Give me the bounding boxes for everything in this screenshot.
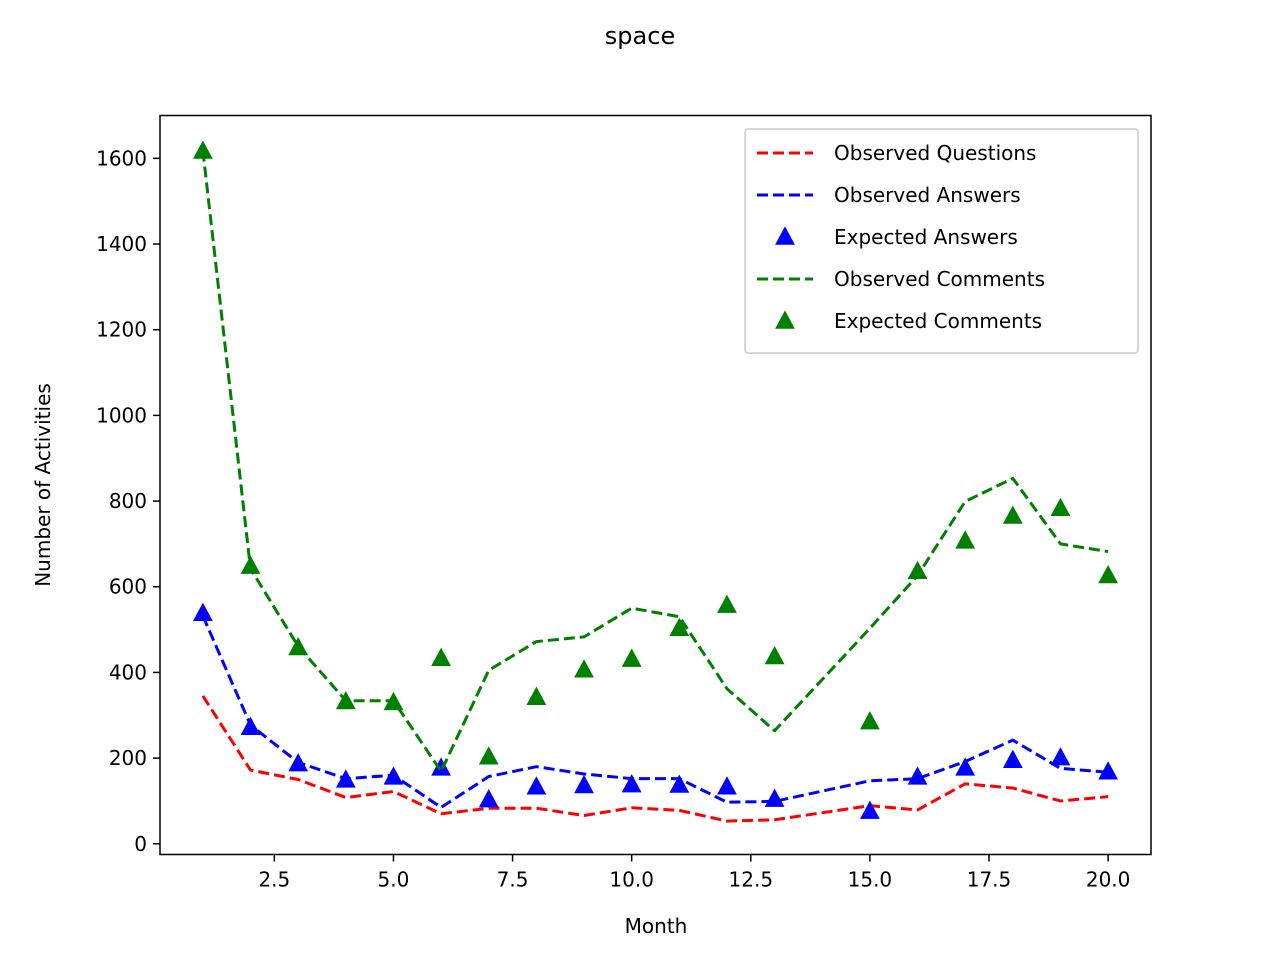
marker-expected-answers-16 — [907, 766, 928, 785]
y-tick-label: 200 — [109, 746, 147, 770]
marker-expected-answers-2 — [240, 716, 261, 735]
legend-item-expected-comments: Expected Comments — [775, 309, 1042, 333]
y-tick-label: 1000 — [96, 403, 147, 427]
x-tick-label: 7.5 — [497, 868, 529, 892]
marker-expected-comments-13 — [764, 645, 785, 665]
marker-expected-answers-7 — [478, 789, 499, 808]
marker-expected-comments-16 — [907, 560, 928, 580]
plot-series-group — [192, 140, 1119, 823]
series-expected-answers — [192, 602, 1119, 819]
marker-expected-answers-3 — [288, 753, 309, 772]
legend-swatch-marker — [775, 226, 795, 245]
legend-swatch-marker — [775, 310, 795, 329]
marker-expected-answers-12 — [717, 776, 737, 795]
marker-expected-answers-18 — [1002, 749, 1023, 768]
legend-label: Observed Questions — [834, 141, 1036, 165]
x-tick-label: 2.5 — [258, 868, 290, 892]
marker-expected-answers-8 — [526, 776, 547, 795]
marker-expected-answers-17 — [955, 757, 976, 776]
x-tick-label: 20.0 — [1086, 868, 1131, 892]
marker-expected-comments-7 — [478, 746, 499, 765]
marker-expected-answers-5 — [383, 766, 404, 785]
legend-label: Expected Answers — [834, 225, 1018, 249]
y-tick-label: 1200 — [96, 318, 147, 342]
y-tick-label: 1400 — [96, 232, 147, 256]
marker-expected-answers-20 — [1098, 761, 1119, 780]
marker-expected-comments-11 — [669, 617, 690, 636]
legend-label: Observed Comments — [834, 267, 1045, 291]
marker-expected-answers-4 — [335, 769, 356, 788]
axis-ticks: 2.5 5.0 7.5 10.0 12.5 15.0 17.5 20.0 0 200 400 600 8… — [96, 146, 1130, 891]
marker-expected-comments-17 — [955, 530, 976, 549]
x-tick-label: 17.5 — [967, 868, 1012, 892]
legend-item-observed-answers: Observed Answers — [757, 183, 1021, 207]
marker-expected-comments-20 — [1098, 565, 1119, 584]
marker-expected-comments-3 — [288, 636, 309, 656]
marker-expected-comments-9 — [574, 659, 594, 678]
legend-label: Observed Answers — [834, 183, 1021, 207]
y-axis-title: Number of Activities — [31, 383, 55, 587]
y-tick-label: 800 — [109, 489, 147, 513]
legend-item-observed-comments: Observed Comments — [757, 267, 1045, 291]
plot-area-frame — [159, 114, 1152, 856]
marker-expected-comments-19 — [1050, 497, 1071, 517]
legend: Observed Questions Observed Answers Expect… — [744, 128, 1139, 354]
legend-item-observed-questions: Observed Questions — [757, 141, 1036, 165]
x-tick-label: 12.5 — [729, 868, 774, 892]
marker-expected-comments-4 — [335, 690, 356, 710]
marker-expected-comments-15 — [859, 711, 880, 730]
series-line-observed-answers — [201, 615, 1109, 809]
marker-expected-comments-1 — [192, 140, 213, 159]
marker-expected-comments-10 — [621, 648, 642, 667]
y-tick-label: 600 — [109, 575, 147, 599]
y-tick-label: 1600 — [96, 146, 147, 170]
marker-expected-answers-6 — [431, 757, 452, 776]
marker-expected-answers-1 — [192, 602, 213, 622]
marker-expected-answers-10 — [621, 774, 642, 793]
series-line-observed-questions — [201, 695, 1109, 823]
legend-label: Expected Comments — [834, 309, 1042, 333]
marker-expected-answers-15 — [859, 800, 880, 819]
x-axis-title: Month — [625, 914, 688, 938]
plot-layer — [192, 140, 1119, 823]
marker-expected-comments-18 — [1002, 505, 1023, 524]
marker-expected-answers-11 — [669, 774, 690, 793]
marker-expected-comments-8 — [526, 686, 547, 705]
series-observed-answers — [201, 615, 1109, 809]
series-expected-comments — [192, 140, 1119, 765]
y-tick-label: 400 — [109, 660, 147, 684]
x-tick-label: 10.0 — [609, 868, 654, 892]
x-tick-label: 15.0 — [848, 868, 893, 892]
marker-expected-comments-6 — [431, 647, 452, 666]
series-observed-questions — [201, 695, 1109, 823]
marker-expected-comments-12 — [717, 594, 737, 613]
marker-expected-answers-9 — [574, 774, 594, 794]
legend-box — [744, 128, 1139, 354]
marker-expected-comments-5 — [383, 691, 404, 711]
marker-expected-comments-2 — [240, 555, 261, 574]
y-tick-label: 0 — [134, 832, 147, 856]
x-tick-label: 5.0 — [378, 868, 410, 892]
marker-expected-answers-13 — [764, 788, 785, 807]
chart-title: space — [605, 22, 675, 50]
marker-expected-answers-19 — [1050, 747, 1071, 766]
legend-item-expected-answers: Expected Answers — [775, 225, 1018, 249]
